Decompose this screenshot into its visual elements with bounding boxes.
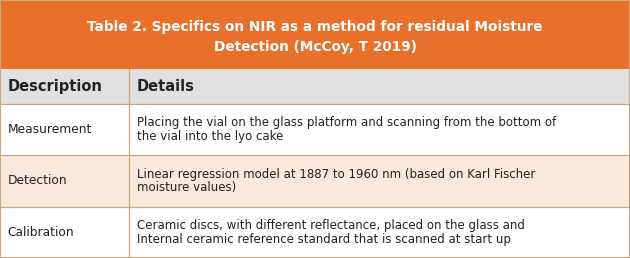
Text: Measurement: Measurement [8, 123, 92, 136]
Text: Detection (McCoy, T 2019): Detection (McCoy, T 2019) [214, 40, 416, 54]
Bar [0, 155, 630, 207]
Bar [0, 69, 630, 104]
Bar [0, 104, 630, 155]
Text: the vial into the lyo cake: the vial into the lyo cake [137, 130, 283, 143]
Text: Calibration: Calibration [8, 226, 74, 239]
Text: Ceramic discs, with different reflectance, placed on the glass and: Ceramic discs, with different reflectanc… [137, 219, 525, 232]
Text: Details: Details [137, 79, 195, 94]
Text: Table 2. Specifics on NIR as a method for residual Moisture: Table 2. Specifics on NIR as a method fo… [87, 20, 543, 34]
Text: Linear regression model at 1887 to 1960 nm (based on Karl Fischer: Linear regression model at 1887 to 1960 … [137, 168, 535, 181]
Bar [0, 0, 630, 69]
Text: Placing the vial on the glass platform and scanning from the bottom of: Placing the vial on the glass platform a… [137, 116, 556, 130]
Text: Description: Description [8, 79, 103, 94]
Text: Detection: Detection [8, 174, 67, 188]
Text: Internal ceramic reference standard that is scanned at start up: Internal ceramic reference standard that… [137, 232, 510, 246]
Bar [0, 207, 630, 258]
Text: moisture values): moisture values) [137, 181, 236, 194]
